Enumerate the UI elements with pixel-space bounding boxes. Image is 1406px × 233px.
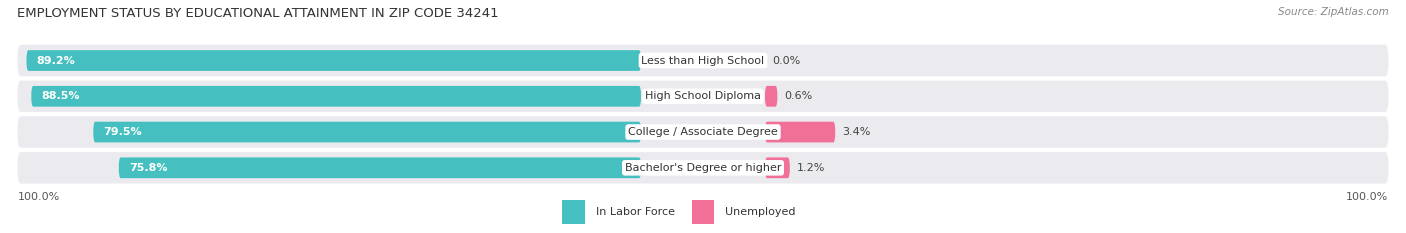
FancyBboxPatch shape [93, 122, 641, 142]
Text: 0.0%: 0.0% [772, 55, 800, 65]
Text: 3.4%: 3.4% [842, 127, 870, 137]
FancyBboxPatch shape [31, 86, 641, 107]
Text: 100.0%: 100.0% [1347, 192, 1389, 202]
FancyBboxPatch shape [17, 116, 1389, 148]
Text: In Labor Force: In Labor Force [596, 207, 675, 217]
Text: 1.2%: 1.2% [797, 163, 825, 173]
Text: EMPLOYMENT STATUS BY EDUCATIONAL ATTAINMENT IN ZIP CODE 34241: EMPLOYMENT STATUS BY EDUCATIONAL ATTAINM… [17, 7, 499, 20]
FancyBboxPatch shape [17, 81, 1389, 112]
Text: 79.5%: 79.5% [104, 127, 142, 137]
Text: College / Associate Degree: College / Associate Degree [628, 127, 778, 137]
Text: 0.6%: 0.6% [785, 91, 813, 101]
FancyBboxPatch shape [765, 86, 778, 107]
FancyBboxPatch shape [765, 122, 835, 142]
Text: 89.2%: 89.2% [37, 55, 76, 65]
FancyBboxPatch shape [27, 50, 641, 71]
Text: 100.0%: 100.0% [17, 192, 59, 202]
FancyBboxPatch shape [118, 158, 641, 178]
FancyBboxPatch shape [17, 152, 1389, 184]
Text: Less than High School: Less than High School [641, 55, 765, 65]
Text: Source: ZipAtlas.com: Source: ZipAtlas.com [1278, 7, 1389, 17]
Text: 75.8%: 75.8% [129, 163, 167, 173]
FancyBboxPatch shape [765, 158, 790, 178]
Text: 88.5%: 88.5% [42, 91, 80, 101]
Text: Bachelor's Degree or higher: Bachelor's Degree or higher [624, 163, 782, 173]
Text: High School Diploma: High School Diploma [645, 91, 761, 101]
FancyBboxPatch shape [17, 45, 1389, 76]
Text: Unemployed: Unemployed [725, 207, 796, 217]
